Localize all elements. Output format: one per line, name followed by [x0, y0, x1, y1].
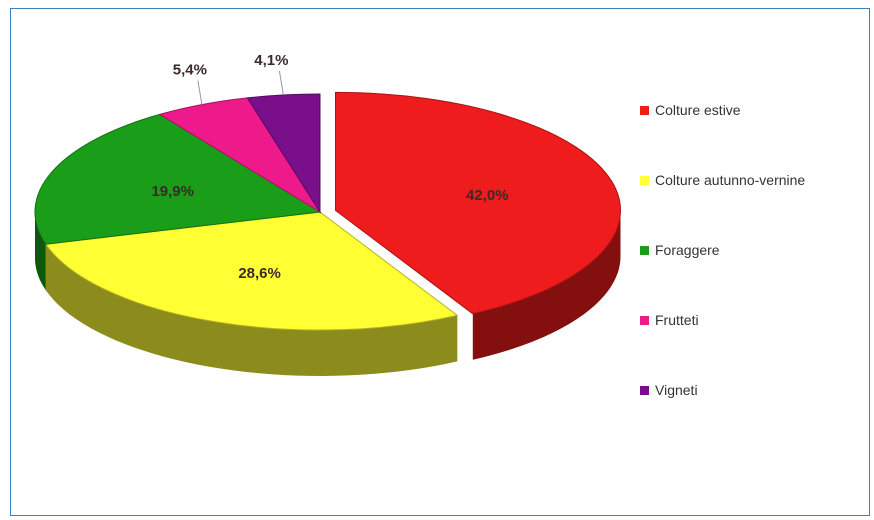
data-label-colture-autunno-vernine: 28,6% [238, 265, 281, 282]
legend-swatch [640, 385, 649, 395]
legend-swatch [640, 315, 649, 325]
legend-item-vigneti: Vigneti [640, 380, 805, 400]
legend-label: Colture estive [655, 102, 741, 118]
legend-item-foraggere: Foraggere [640, 240, 805, 260]
pie-side-colture-autunno-vernine [45, 244, 458, 376]
legend: Colture estive Colture autunno-vernine F… [640, 100, 805, 450]
legend-swatch [640, 245, 649, 255]
data-label-colture-estive: 42,0% [466, 187, 509, 204]
legend-item-colture-autunno-vernine: Colture autunno-vernine [640, 170, 805, 190]
data-label-frutteti: 5,4% [173, 62, 207, 79]
legend-label: Colture autunno-vernine [655, 172, 806, 188]
pie-side-colture-estive [472, 210, 621, 360]
legend-item-colture-estive: Colture estive [640, 100, 805, 120]
pie-slice-colture-autunno-vernine [44, 211, 459, 331]
pie-side-foraggere [35, 212, 46, 291]
data-label-vigneti: 4,1% [254, 52, 288, 69]
legend-label: Vigneti [655, 382, 698, 398]
leader-line-vigneti [278, 70, 284, 96]
data-label-foraggere: 19,9% [151, 183, 194, 200]
pie-slice-colture-estive [334, 91, 621, 315]
legend-item-frutteti: Frutteti [640, 310, 805, 330]
pie-top-faces [34, 91, 621, 331]
legend-label: Frutteti [655, 312, 699, 328]
legend-label: Foraggere [655, 242, 720, 258]
legend-swatch [640, 105, 649, 115]
pie-slice-foraggere [34, 113, 322, 245]
pie-data-labels: 42,0% 28,6% 19,9% 5,4% 4,1% [151, 52, 508, 282]
pie-side-walls [35, 210, 621, 376]
leader-line-frutteti [197, 80, 203, 105]
legend-swatch [640, 175, 649, 185]
